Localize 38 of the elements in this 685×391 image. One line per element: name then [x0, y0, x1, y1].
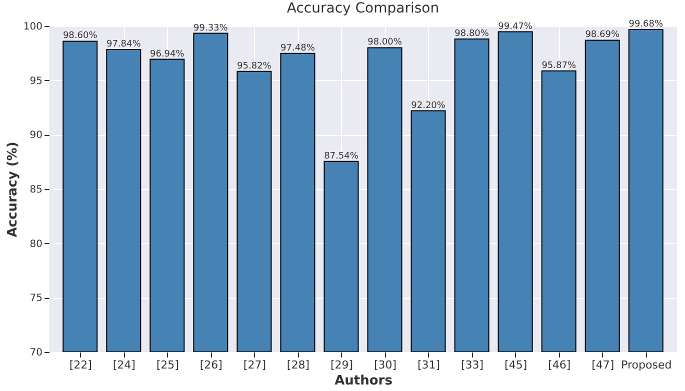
- data-label: 98.60%: [62, 31, 98, 42]
- x-tick-label: [28]: [286, 358, 310, 372]
- x-tick-label: [45]: [504, 358, 528, 372]
- data-label: 98.80%: [454, 29, 490, 40]
- data-label: 98.00%: [368, 38, 402, 48]
- data-label: 95.82%: [237, 61, 272, 72]
- y-tick-label: 80: [30, 238, 42, 250]
- x-tick-label: Proposed: [621, 358, 672, 372]
- x-tick-label: [47]: [592, 358, 614, 372]
- data-label: 95.87%: [542, 60, 576, 71]
- x-tick-label: [22]: [69, 358, 92, 372]
- y-tick-label: 90: [30, 130, 42, 142]
- data-label: 96.94%: [150, 49, 185, 60]
- y-tick-label: 100: [23, 22, 42, 32]
- data-label: 87.54%: [324, 151, 359, 162]
- x-tick-label: [25]: [156, 358, 179, 372]
- y-tick-label: 70: [30, 348, 42, 358]
- y-tick-label: 85: [30, 184, 42, 196]
- y-axis-title: Accuracy (%): [5, 142, 20, 238]
- data-label: 92.20%: [411, 100, 446, 111]
- y-tick-label: 95: [30, 76, 42, 87]
- data-label: 98.69%: [585, 30, 620, 40]
- x-axis-title: Authors: [334, 374, 393, 388]
- data-label: 99.47%: [498, 22, 533, 32]
- x-tick-label: [27]: [243, 358, 266, 372]
- x-tick-label: [26]: [200, 358, 222, 372]
- x-tick-label: [29]: [330, 358, 354, 372]
- x-tick-label: [46]: [548, 358, 571, 372]
- data-label: 97.48%: [280, 43, 316, 54]
- x-tick-label: [33]: [461, 358, 484, 372]
- x-tick-label: [30]: [374, 358, 397, 372]
- x-tick-label: [24]: [112, 358, 136, 372]
- y-tick-label: 75: [30, 293, 42, 304]
- data-label: 97.84%: [106, 39, 142, 50]
- data-label: 99.68%: [628, 19, 664, 30]
- chart-title: Accuracy Comparison: [286, 0, 440, 16]
- data-label: 99.33%: [194, 23, 228, 34]
- x-tick-label: [31]: [417, 358, 440, 372]
